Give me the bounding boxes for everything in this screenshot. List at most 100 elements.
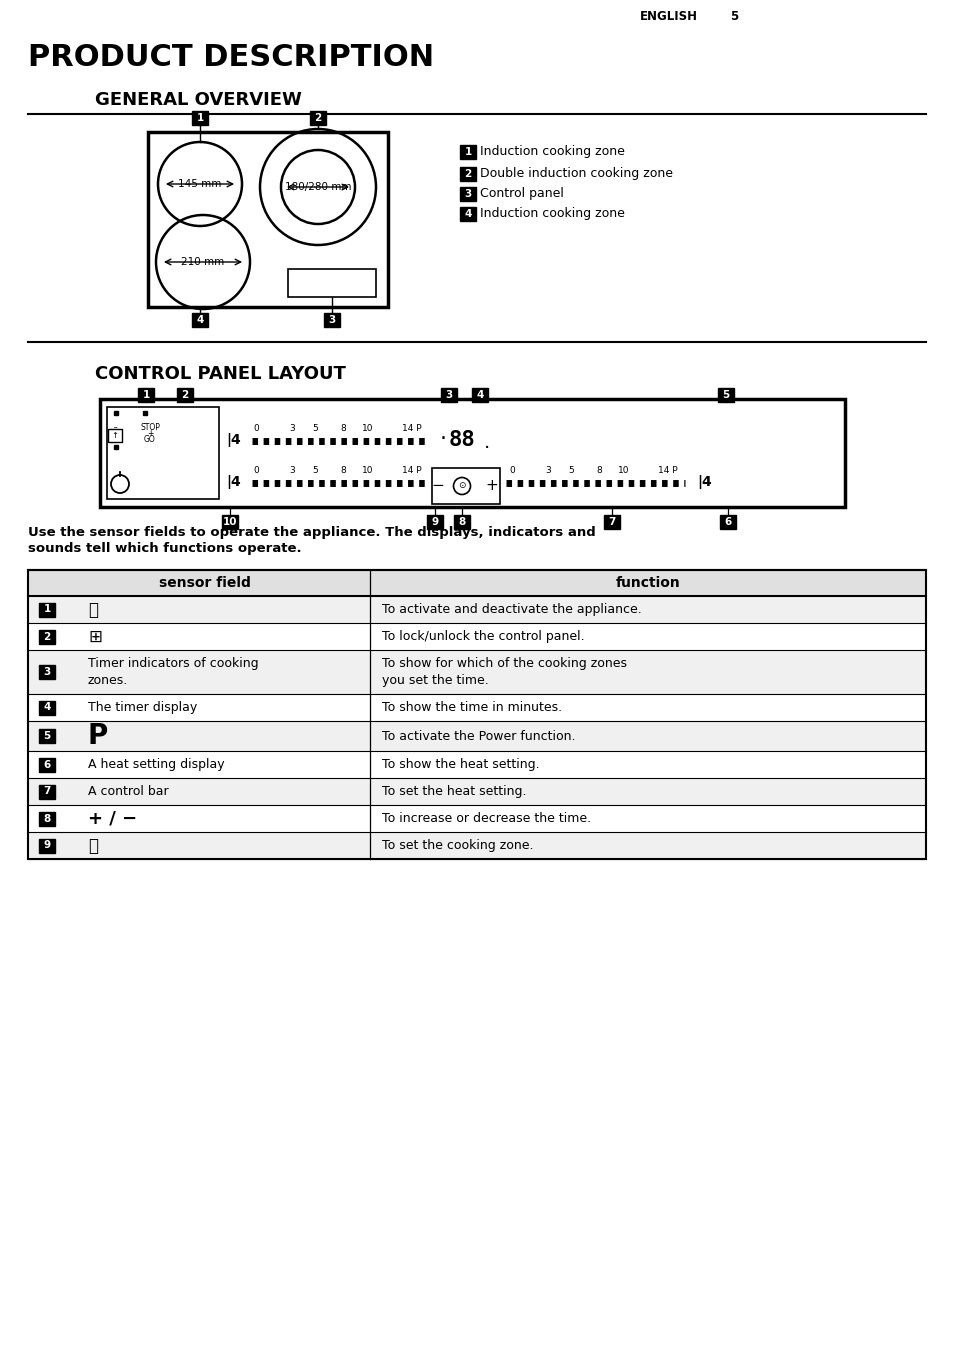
Text: To lock/unlock the control panel.: To lock/unlock the control panel. [381, 630, 584, 644]
Text: Control panel: Control panel [479, 188, 563, 200]
Text: 4: 4 [196, 315, 204, 324]
Text: ⓘ: ⓘ [88, 600, 98, 618]
Bar [718, 388, 733, 402]
Text: 14 P: 14 P [658, 466, 677, 475]
Bar [28, 571, 925, 596]
Text: 3: 3 [328, 315, 335, 324]
Bar [459, 145, 476, 160]
Bar [28, 596, 925, 623]
Text: sensor field: sensor field [159, 576, 251, 589]
Bar [138, 388, 153, 402]
Bar [100, 399, 844, 507]
Text: 5: 5 [729, 11, 738, 23]
Text: 5: 5 [568, 466, 574, 475]
Text: Timer indicators of cooking
zones.: Timer indicators of cooking zones. [88, 657, 258, 687]
Bar [39, 811, 55, 826]
Text: A heat setting display: A heat setting display [88, 758, 224, 771]
Bar [28, 721, 925, 750]
Text: +: + [147, 430, 153, 438]
Bar [39, 700, 55, 714]
Bar [472, 388, 488, 402]
Bar [454, 515, 470, 529]
Text: 145 mm: 145 mm [178, 178, 221, 189]
Text: 8: 8 [43, 814, 51, 823]
Text: 3: 3 [445, 389, 452, 400]
Bar [310, 111, 326, 124]
Bar [28, 804, 925, 831]
Bar [39, 838, 55, 853]
Text: 9: 9 [44, 841, 51, 850]
Text: 2: 2 [181, 389, 189, 400]
Text: To activate the Power function.: To activate the Power function. [381, 730, 575, 742]
Text: 4: 4 [464, 210, 471, 219]
Text: function: function [615, 576, 679, 589]
Bar [39, 665, 55, 679]
Text: ⌛: ⌛ [88, 837, 98, 854]
Bar [720, 515, 735, 529]
Bar [28, 623, 925, 650]
Text: Use the sensor fields to operate the appliance. The displays, indicators and: Use the sensor fields to operate the app… [28, 526, 595, 539]
Text: 1: 1 [142, 389, 150, 400]
Text: 2: 2 [314, 114, 321, 123]
Bar [427, 515, 442, 529]
Text: 4: 4 [43, 703, 51, 713]
Bar [28, 831, 925, 859]
Text: + / −: + / − [88, 810, 137, 827]
Bar [222, 515, 237, 529]
Bar [107, 407, 219, 499]
Text: 8: 8 [340, 425, 346, 433]
Text: 0: 0 [509, 466, 515, 475]
Text: 7: 7 [608, 516, 615, 527]
Text: 8: 8 [340, 466, 346, 475]
Text: 4: 4 [476, 389, 483, 400]
Text: |4: |4 [227, 433, 241, 448]
Bar [440, 388, 456, 402]
Text: 3: 3 [289, 425, 294, 433]
Text: .: . [483, 433, 490, 452]
Text: 10: 10 [362, 425, 374, 433]
Bar [177, 388, 193, 402]
Text: 14 P: 14 P [402, 425, 421, 433]
Text: sounds tell which functions operate.: sounds tell which functions operate. [28, 542, 301, 556]
Text: GO: GO [144, 435, 155, 445]
Bar [28, 750, 925, 777]
Text: ⊙: ⊙ [457, 481, 465, 491]
Text: CONTROL PANEL LAYOUT: CONTROL PANEL LAYOUT [95, 365, 346, 383]
Text: 7: 7 [43, 787, 51, 796]
Text: PRODUCT DESCRIPTION: PRODUCT DESCRIPTION [28, 42, 434, 72]
Bar [28, 571, 925, 859]
Text: 9: 9 [431, 516, 438, 527]
Text: Induction cooking zone: Induction cooking zone [479, 207, 624, 220]
Text: 8: 8 [457, 516, 465, 527]
Text: 210 mm: 210 mm [181, 257, 224, 266]
Text: To show the time in minutes.: To show the time in minutes. [381, 700, 561, 714]
Text: 1: 1 [196, 114, 203, 123]
Text: 3: 3 [43, 667, 51, 677]
Text: P: P [88, 722, 108, 750]
Text: 180/280 mm: 180/280 mm [284, 183, 351, 192]
Text: 5: 5 [312, 425, 317, 433]
Bar [432, 468, 499, 504]
Bar [459, 187, 476, 201]
Text: The timer display: The timer display [88, 700, 197, 714]
Text: To show the heat setting.: To show the heat setting. [381, 758, 539, 771]
Text: −: − [431, 479, 444, 493]
Text: ENGLISH: ENGLISH [639, 11, 698, 23]
Text: 1: 1 [464, 147, 471, 157]
Bar [39, 630, 55, 644]
Text: |4: |4 [697, 475, 712, 489]
Text: STOP: STOP [140, 423, 160, 433]
Text: A control bar: A control bar [88, 786, 169, 798]
Text: 10: 10 [618, 466, 629, 475]
Text: 10: 10 [222, 516, 237, 527]
Text: 1: 1 [43, 604, 51, 615]
Bar [459, 168, 476, 181]
Bar [603, 515, 619, 529]
Text: ↑: ↑ [112, 431, 118, 441]
Text: To show for which of the cooking zones
you set the time.: To show for which of the cooking zones y… [381, 657, 626, 687]
Text: 3: 3 [544, 466, 550, 475]
Bar [459, 207, 476, 220]
Bar [192, 111, 208, 124]
Text: ⊞: ⊞ [88, 627, 102, 645]
Bar [39, 757, 55, 772]
